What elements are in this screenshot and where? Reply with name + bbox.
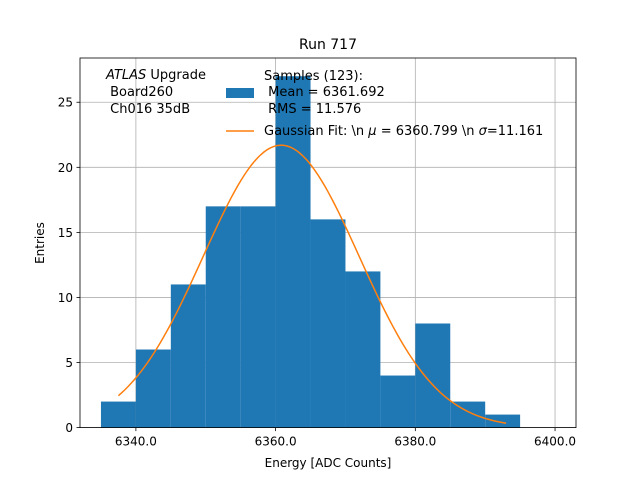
x-tick-label: 6340.0 (115, 435, 157, 449)
y-tick-label: 5 (65, 356, 73, 370)
legend-fit-prefix: Gaussian Fit: \n (264, 124, 368, 139)
y-axis-ticks: 0 5 10 15 20 25 (58, 96, 80, 435)
legend-hist-line-2: Mean = 6361.692 (264, 85, 385, 100)
histogram-bars (100, 76, 521, 428)
legend-fit-label: Gaussian Fit: \n μ = 6360.799 \n σ=11.16… (264, 124, 543, 139)
legend-fit-suffix: =11.161 (487, 124, 543, 139)
legend-hist-line-1: Samples (123): (264, 69, 363, 84)
annotation-line-1: ATLAS Upgrade (105, 68, 206, 83)
y-tick-label: 10 (58, 291, 73, 305)
plot-frame (79, 57, 577, 429)
annotation-line-3: Ch016 35dB (106, 102, 190, 117)
legend-fit-middle: = 6360.799 \n (377, 124, 479, 139)
histogram-bar (310, 219, 346, 428)
legend: Samples (123): Mean = 6361.692 RMS = 11.… (226, 69, 543, 139)
atlas-annotation: ATLAS Upgrade Board260 Ch016 35dB (105, 68, 206, 117)
x-tick-label: 6360.0 (255, 435, 297, 449)
y-axis-label: Entries (33, 222, 47, 264)
histogram-bar (170, 284, 206, 428)
gaussian-fit-line (117, 144, 507, 424)
annotation-line-2: Board260 (106, 85, 173, 100)
histogram-bar (100, 401, 136, 428)
y-tick-label: 20 (58, 161, 73, 175)
legend-hist-line-3: RMS = 11.576 (264, 102, 361, 117)
histogram-bar (345, 271, 381, 428)
histogram-bar (240, 206, 276, 428)
chart-title: Run 717 (299, 37, 357, 53)
histogram-bar (275, 76, 311, 428)
histogram-bar (485, 414, 521, 428)
x-axis-ticks: 6340.0 6360.0 6380.0 6400.0 (115, 427, 576, 449)
y-tick-label: 15 (58, 226, 73, 240)
legend-hist-swatch (226, 88, 254, 98)
histogram-bar (135, 349, 171, 428)
annotation-upgrade: Upgrade (146, 68, 206, 83)
histogram-bar (415, 323, 451, 428)
legend-fit-sigma: σ (479, 124, 488, 139)
histogram-bar (450, 401, 486, 428)
x-tick-label: 6400.0 (534, 435, 576, 449)
annotation-atlas: ATLAS (105, 68, 146, 83)
legend-fit-mu: μ (367, 124, 376, 139)
x-tick-label: 6380.0 (394, 435, 436, 449)
y-tick-label: 0 (65, 421, 73, 435)
y-tick-label: 25 (58, 96, 73, 110)
histogram-bar (205, 206, 241, 428)
histogram-bar (380, 375, 416, 428)
x-axis-label: Energy [ADC Counts] (265, 456, 392, 470)
